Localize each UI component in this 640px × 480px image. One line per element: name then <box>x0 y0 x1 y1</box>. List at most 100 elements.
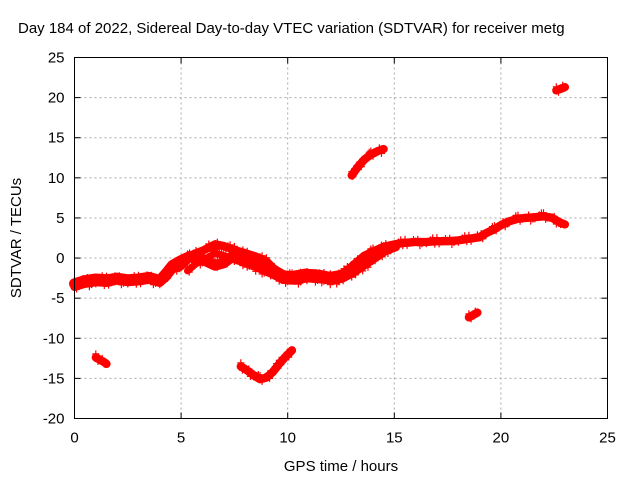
data-point-marker <box>555 88 562 96</box>
data-point-marker <box>540 209 547 217</box>
data-point-marker <box>324 274 332 282</box>
axis-ticks: 0 5 10 15 20 25 -20 -15 -10 -5 0 5 10 15 20 25 <box>43 50 616 447</box>
data-point-marker <box>471 307 479 315</box>
data-point-marker <box>525 211 533 219</box>
data-point-marker <box>550 212 558 220</box>
data-point-marker <box>364 151 372 159</box>
data-point-marker <box>237 359 245 367</box>
data-point-marker <box>213 238 221 246</box>
data-point-marker <box>414 235 422 243</box>
data-point-marker <box>165 267 173 275</box>
data-point-marker <box>467 315 475 323</box>
data-point-marker <box>159 271 167 279</box>
data-point-marker <box>559 220 567 228</box>
data-point-marker <box>552 83 560 91</box>
data-point-marker <box>237 255 245 262</box>
data-point-marker <box>185 268 193 276</box>
data-point-marker <box>382 244 390 252</box>
data-point-marker <box>495 221 503 229</box>
data-point-marker <box>205 240 213 248</box>
y-tick-label: -15 <box>43 370 65 387</box>
data-point-marker <box>100 360 108 368</box>
y-tick-label: -20 <box>43 411 65 428</box>
data-point-marker <box>326 270 334 278</box>
data-point-marker <box>292 274 300 282</box>
data-point-marker <box>250 260 258 268</box>
data-point-marker <box>101 359 109 367</box>
data-point-marker <box>499 218 507 225</box>
data-point-marker <box>252 267 260 275</box>
y-tick-label: 25 <box>48 50 65 67</box>
data-point-marker <box>285 353 293 361</box>
y-tick-label: 0 <box>56 250 64 267</box>
data-point-marker <box>286 350 294 358</box>
data-point-marker <box>401 235 409 243</box>
data-point-marker <box>256 263 264 271</box>
data-point-marker <box>269 370 277 378</box>
plot-frame <box>74 57 608 419</box>
data-point-marker <box>357 163 365 171</box>
data-point-marker <box>273 270 281 278</box>
data-point-marker <box>303 268 311 275</box>
x-tick-label: 5 <box>177 430 185 447</box>
x-tick-label: 10 <box>279 430 296 447</box>
data-point-marker <box>348 273 356 281</box>
chart-title: Day 184 of 2022, Sidereal Day-to-day VTE… <box>18 20 565 37</box>
series-band <box>183 244 400 285</box>
data-point-marker <box>326 281 334 289</box>
data-point-marker <box>256 372 264 380</box>
data-point-marker <box>92 350 100 358</box>
data-point-marker <box>378 149 385 157</box>
data-point-marker <box>376 248 384 256</box>
series-arc-lower-u <box>236 346 297 385</box>
series-arc-rising-short <box>347 144 388 180</box>
data-point-marker <box>262 258 270 266</box>
series-main-track-c <box>183 242 400 289</box>
data-point-marker <box>390 242 398 250</box>
y-tick-label: 15 <box>48 130 65 147</box>
data-point-marker <box>279 273 287 281</box>
data-point-marker <box>115 272 123 280</box>
data-point-marker <box>361 157 368 165</box>
data-point-marker <box>83 274 91 281</box>
series-segment-late-low <box>464 307 482 323</box>
data-point-marker <box>266 374 274 382</box>
data-point-marker <box>135 271 142 279</box>
y-tick-label: 20 <box>48 90 65 107</box>
y-tick-label: -10 <box>43 330 65 347</box>
x-tick-label: 20 <box>493 430 510 447</box>
data-point-marker <box>223 260 231 268</box>
data-point-marker <box>230 242 238 250</box>
y-tick-label: -5 <box>51 290 64 307</box>
data-point-marker <box>237 248 245 256</box>
data-point-marker <box>156 278 164 286</box>
data-point-marker <box>559 81 567 89</box>
data-point-marker <box>352 271 360 279</box>
data-point-marker <box>265 267 272 275</box>
data-point-marker <box>297 268 304 276</box>
y-tick-label: 10 <box>48 170 65 187</box>
data-point-marker <box>316 272 324 280</box>
data-point-marker <box>480 232 488 240</box>
data-point-marker <box>375 144 383 152</box>
data-point-marker <box>309 272 317 280</box>
data-point-marker <box>367 147 375 155</box>
data-point-marker <box>362 258 370 266</box>
data-point-marker <box>184 263 191 271</box>
x-tick-label: 0 <box>70 430 78 447</box>
data-point-marker <box>157 275 165 283</box>
data-point-marker <box>433 234 441 242</box>
data-point-marker <box>248 254 255 262</box>
data-point-marker <box>350 169 358 177</box>
data-point-marker <box>277 361 285 369</box>
data-point-marker <box>446 234 454 242</box>
data-point-marker <box>250 373 258 381</box>
series-segment-late-high <box>552 81 570 96</box>
data-point-marker <box>270 366 278 374</box>
data-point-marker <box>211 258 219 266</box>
data-point-marker <box>349 172 357 180</box>
grid-lines <box>74 57 608 419</box>
data-point-marker <box>186 249 194 257</box>
data-point-marker <box>359 267 367 275</box>
